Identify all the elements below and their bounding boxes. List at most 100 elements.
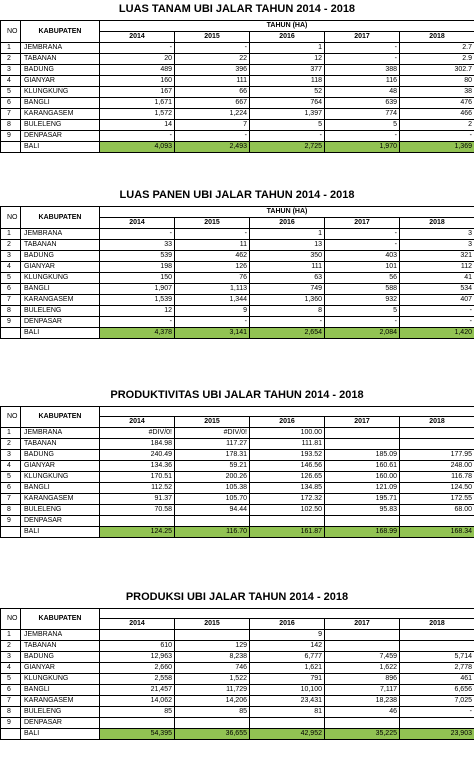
- value-cell[interactable]: 18,238: [324, 695, 400, 707]
- value-cell[interactable]: 63: [249, 272, 325, 284]
- value-cell[interactable]: 396: [174, 64, 250, 76]
- value-cell[interactable]: 896: [324, 673, 400, 685]
- total-cell[interactable]: 2,084: [324, 327, 400, 339]
- value-cell[interactable]: 193.52: [249, 449, 325, 461]
- value-cell[interactable]: -: [99, 316, 175, 328]
- value-cell[interactable]: -: [399, 316, 474, 328]
- value-cell[interactable]: 588: [324, 283, 400, 295]
- value-cell[interactable]: [399, 717, 474, 729]
- value-cell[interactable]: 476: [399, 97, 474, 109]
- value-cell[interactable]: 124.50: [399, 482, 474, 494]
- value-cell[interactable]: 321: [399, 250, 474, 262]
- value-cell[interactable]: 112: [399, 261, 474, 273]
- value-cell[interactable]: 1: [249, 42, 325, 54]
- value-cell[interactable]: 177.95: [399, 449, 474, 461]
- value-cell[interactable]: -: [324, 316, 400, 328]
- value-cell[interactable]: 1,113: [174, 283, 250, 295]
- value-cell[interactable]: 639: [324, 97, 400, 109]
- value-cell[interactable]: 134.85: [249, 482, 325, 494]
- value-cell[interactable]: 774: [324, 108, 400, 120]
- value-cell[interactable]: 184.98: [99, 438, 175, 450]
- value-cell[interactable]: 7: [174, 119, 250, 131]
- value-cell[interactable]: [399, 427, 474, 439]
- value-cell[interactable]: 14,206: [174, 695, 250, 707]
- value-cell[interactable]: [399, 640, 474, 652]
- value-cell[interactable]: 1,224: [174, 108, 250, 120]
- value-cell[interactable]: 150: [99, 272, 175, 284]
- value-cell[interactable]: 117.27: [174, 438, 250, 450]
- value-cell[interactable]: -: [249, 316, 325, 328]
- value-cell[interactable]: 1: [249, 228, 325, 240]
- value-cell[interactable]: 2.9: [399, 53, 474, 65]
- value-cell[interactable]: 1,539: [99, 294, 175, 306]
- value-cell[interactable]: 185.09: [324, 449, 400, 461]
- value-cell[interactable]: 9: [249, 629, 325, 641]
- value-cell[interactable]: 56: [324, 272, 400, 284]
- value-cell[interactable]: 10,100: [249, 684, 325, 696]
- total-cell[interactable]: 1,970: [324, 141, 400, 153]
- value-cell[interactable]: 5: [324, 119, 400, 131]
- value-cell[interactable]: [324, 717, 400, 729]
- value-cell[interactable]: 12: [249, 53, 325, 65]
- value-cell[interactable]: 746: [174, 662, 250, 674]
- value-cell[interactable]: 116: [324, 75, 400, 87]
- value-cell[interactable]: 1,622: [324, 662, 400, 674]
- value-cell[interactable]: #DIV/0!: [174, 427, 250, 439]
- value-cell[interactable]: 8: [249, 305, 325, 317]
- value-cell[interactable]: 2.7: [399, 42, 474, 54]
- value-cell[interactable]: 534: [399, 283, 474, 295]
- value-cell[interactable]: 8,238: [174, 651, 250, 663]
- value-cell[interactable]: 2,558: [99, 673, 175, 685]
- value-cell[interactable]: -: [174, 130, 250, 142]
- value-cell[interactable]: 59.21: [174, 460, 250, 472]
- value-cell[interactable]: 20: [99, 53, 175, 65]
- value-cell[interactable]: 1,671: [99, 97, 175, 109]
- value-cell[interactable]: 7,025: [399, 695, 474, 707]
- value-cell[interactable]: 6,656: [399, 684, 474, 696]
- value-cell[interactable]: 68.00: [399, 504, 474, 516]
- value-cell[interactable]: -: [324, 53, 400, 65]
- value-cell[interactable]: 105.38: [174, 482, 250, 494]
- value-cell[interactable]: 1,344: [174, 294, 250, 306]
- value-cell[interactable]: 126.65: [249, 471, 325, 483]
- total-cell[interactable]: 23,903: [399, 728, 474, 740]
- value-cell[interactable]: 95.83: [324, 504, 400, 516]
- value-cell[interactable]: 6,777: [249, 651, 325, 663]
- total-cell[interactable]: 36,655: [174, 728, 250, 740]
- value-cell[interactable]: [174, 717, 250, 729]
- value-cell[interactable]: [324, 438, 400, 450]
- value-cell[interactable]: 7,459: [324, 651, 400, 663]
- value-cell[interactable]: [399, 438, 474, 450]
- value-cell[interactable]: 791: [249, 673, 325, 685]
- value-cell[interactable]: -: [249, 130, 325, 142]
- value-cell[interactable]: 172.55: [399, 493, 474, 505]
- value-cell[interactable]: 167: [99, 86, 175, 98]
- value-cell[interactable]: 46: [324, 706, 400, 718]
- total-cell[interactable]: 1,369: [399, 141, 474, 153]
- value-cell[interactable]: 200.26: [174, 471, 250, 483]
- value-cell[interactable]: 146.56: [249, 460, 325, 472]
- total-cell[interactable]: 161.87: [249, 526, 325, 538]
- value-cell[interactable]: 85: [174, 706, 250, 718]
- value-cell[interactable]: 198: [99, 261, 175, 273]
- value-cell[interactable]: 5,714: [399, 651, 474, 663]
- value-cell[interactable]: -: [324, 228, 400, 240]
- value-cell[interactable]: [99, 629, 175, 641]
- value-cell[interactable]: -: [174, 42, 250, 54]
- value-cell[interactable]: -: [324, 130, 400, 142]
- value-cell[interactable]: [174, 629, 250, 641]
- total-cell[interactable]: 2,654: [249, 327, 325, 339]
- total-cell[interactable]: 3,141: [174, 327, 250, 339]
- value-cell[interactable]: 112.52: [99, 482, 175, 494]
- value-cell[interactable]: 195.71: [324, 493, 400, 505]
- value-cell[interactable]: 85: [99, 706, 175, 718]
- total-cell[interactable]: 124.25: [99, 526, 175, 538]
- value-cell[interactable]: 764: [249, 97, 325, 109]
- value-cell[interactable]: 100.00: [249, 427, 325, 439]
- value-cell[interactable]: 11,729: [174, 684, 250, 696]
- value-cell[interactable]: [324, 629, 400, 641]
- value-cell[interactable]: 38: [399, 86, 474, 98]
- value-cell[interactable]: 388: [324, 64, 400, 76]
- value-cell[interactable]: 101: [324, 261, 400, 273]
- value-cell[interactable]: 14: [99, 119, 175, 131]
